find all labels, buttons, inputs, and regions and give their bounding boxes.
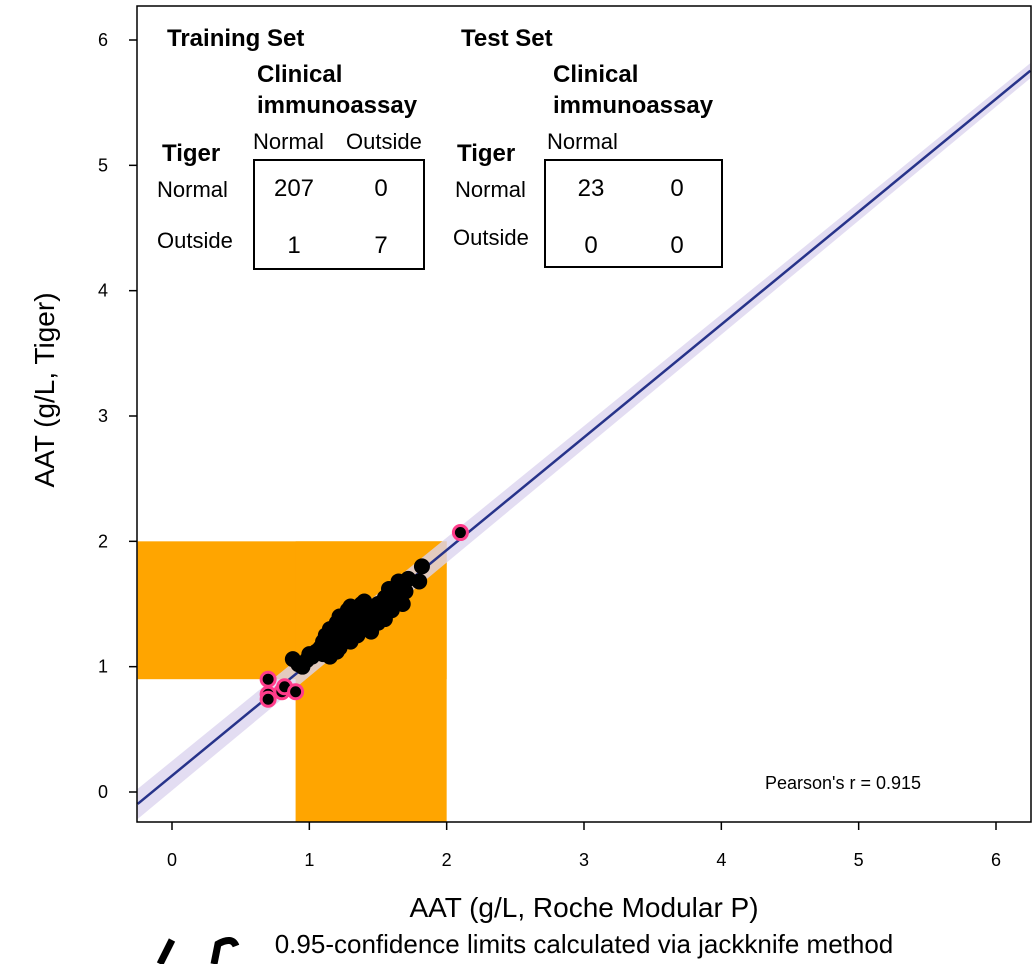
test-cell-box [544, 159, 723, 268]
training-row-header-normal: Normal [157, 177, 228, 202]
test-cell: 0 [670, 232, 683, 259]
test-row-group: Tiger [457, 140, 515, 167]
scatter-point [411, 573, 428, 590]
scatter-point [321, 648, 338, 665]
scatter-point [413, 558, 430, 575]
scatter-point [356, 593, 373, 610]
panel-label-fragment [156, 937, 240, 964]
x-tick-label: 6 [991, 850, 1001, 870]
y-tick-label: 5 [98, 155, 108, 175]
pearson-annotation: Pearson's r = 0.915 [765, 773, 921, 793]
y-axis-title: AAT (g/L, Tiger) [29, 292, 60, 487]
training-cell: 7 [374, 232, 387, 259]
training-cell: 0 [374, 175, 387, 202]
x-tick-label: 2 [442, 850, 452, 870]
training-cell: 207 [274, 175, 314, 202]
training-col-group-line1: Clinical [257, 61, 342, 88]
test-cell: 23 [578, 175, 605, 202]
y-tick-label: 0 [98, 782, 108, 802]
x-tick-label: 5 [854, 850, 864, 870]
x-tick-label: 1 [304, 850, 314, 870]
scatter-point [397, 583, 414, 600]
y-tick-label: 4 [98, 281, 108, 301]
training-set-table: Training Set Clinical immunoassay Normal… [157, 25, 425, 270]
y-tick-label: 1 [98, 657, 108, 677]
training-col-group-line2: immunoassay [257, 92, 418, 119]
outlier-point [259, 670, 277, 688]
training-cell-box [253, 159, 425, 270]
outlier-point [287, 683, 305, 701]
test-row-header-outside: Outside [453, 225, 529, 250]
test-cell: 0 [670, 175, 683, 202]
x-tick-label: 4 [716, 850, 726, 870]
scatter-point [380, 580, 397, 597]
outlier-point [451, 524, 469, 542]
training-cell: 1 [287, 232, 300, 259]
training-row-header-outside: Outside [157, 228, 233, 253]
test-cell: 0 [584, 232, 597, 259]
test-col-header-normal: Normal [547, 129, 618, 154]
test-col-group-line1: Clinical [553, 61, 638, 88]
x-axis-title: AAT (g/L, Roche Modular P) [409, 892, 758, 923]
test-col-group-line2: immunoassay [553, 92, 714, 119]
x-tick-label: 0 [167, 850, 177, 870]
y-tick-label: 6 [98, 30, 108, 50]
outlier-point [259, 690, 277, 708]
test-row-header-normal: Normal [455, 177, 526, 202]
x-tick-label: 3 [579, 850, 589, 870]
training-col-header-normal: Normal [253, 129, 324, 154]
scatter-point [342, 598, 359, 615]
chart-caption: 0.95-confidence limits calculated via ja… [275, 929, 894, 959]
scatter-point [335, 611, 352, 628]
training-set-title: Training Set [167, 25, 304, 52]
training-col-header-outside: Outside [346, 129, 422, 154]
training-row-group: Tiger [162, 140, 220, 167]
y-tick-label: 2 [98, 531, 108, 551]
test-set-title: Test Set [461, 25, 553, 52]
scatter-point [394, 596, 411, 612]
test-set-table: Test Set Clinical immunoassay Normal Tig… [453, 25, 723, 268]
y-tick-label: 3 [98, 406, 108, 426]
